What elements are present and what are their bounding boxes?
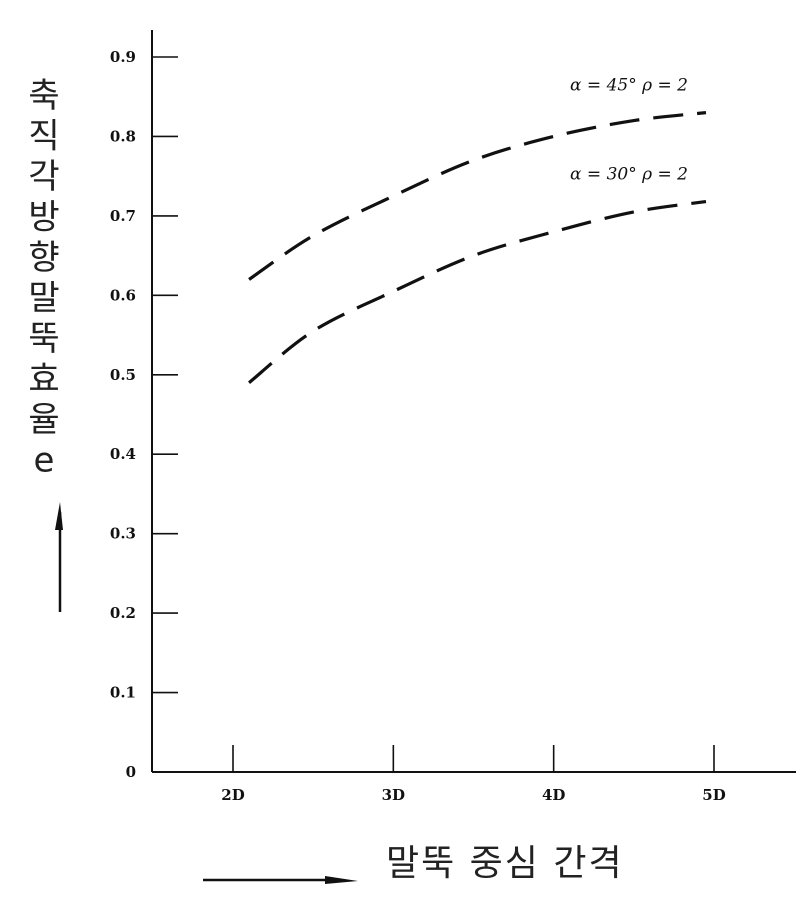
y-label-char: 말 bbox=[28, 279, 59, 319]
y-tick-label: 0.5 bbox=[110, 366, 136, 384]
x-tick-label: 5D bbox=[702, 786, 725, 804]
y-label-char: 방 bbox=[28, 198, 59, 238]
y-tick-label: 0.4 bbox=[110, 445, 136, 463]
y-tick-label: 0.9 bbox=[110, 48, 136, 66]
y-ticks: 0 0.1 0.2 0.3 0.4 0.5 0.6 0.7 0.8 0.9 bbox=[110, 48, 178, 781]
y-label-char: 율 bbox=[28, 400, 59, 440]
y-tick-label: 0.3 bbox=[110, 525, 136, 543]
y-tick-label: 0 bbox=[126, 763, 136, 781]
axes bbox=[151, 30, 796, 773]
y-label-char: 직 bbox=[28, 117, 59, 157]
y-label-char: 향 bbox=[28, 238, 59, 278]
y-tick-label: 0.7 bbox=[110, 207, 136, 225]
series-labels: α = 45° ρ = 2 α = 30° ρ = 2 bbox=[570, 76, 688, 185]
x-tick-label: 2D bbox=[221, 786, 244, 804]
x-ticks: 2D 3D 4D 5D bbox=[221, 745, 726, 804]
y-label-char: 축 bbox=[28, 76, 59, 116]
x-tick-label: 3D bbox=[382, 786, 405, 804]
series-line-2 bbox=[248, 200, 707, 384]
y-label-char: 각 bbox=[28, 157, 59, 197]
y-label-char: 효 bbox=[28, 360, 59, 400]
y-label-char: 뚝 bbox=[28, 319, 59, 359]
y-label-char: e bbox=[34, 441, 55, 481]
x-label-text: 말뚝 중심 간격 bbox=[386, 843, 624, 884]
y-tick-label: 0.2 bbox=[110, 604, 136, 622]
series-line-1 bbox=[248, 111, 707, 281]
x-axis-label: 말뚝 중심 간격 bbox=[203, 843, 624, 884]
series-label-1: α = 45° ρ = 2 bbox=[570, 76, 688, 96]
y-tick-label: 0.6 bbox=[110, 286, 136, 304]
series-label-2: α = 30° ρ = 2 bbox=[570, 165, 688, 185]
y-tick-label: 0.1 bbox=[110, 684, 136, 702]
y-tick-label: 0.8 bbox=[110, 127, 136, 145]
up-arrow-icon bbox=[55, 502, 63, 530]
x-tick-label: 4D bbox=[542, 786, 565, 804]
series-lines bbox=[248, 111, 707, 384]
right-arrow-icon bbox=[325, 876, 358, 884]
